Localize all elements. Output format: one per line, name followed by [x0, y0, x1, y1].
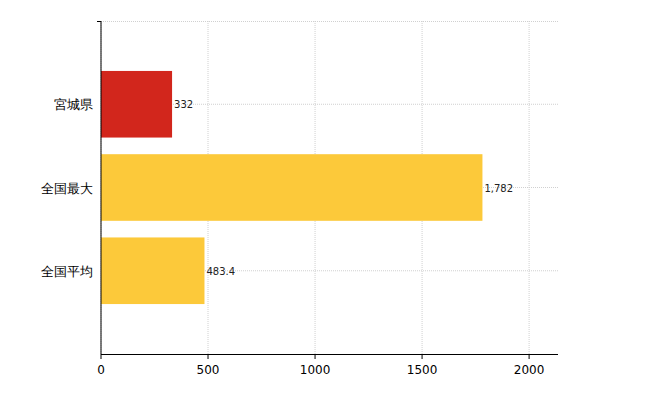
- x-gridline: [101, 21, 102, 354]
- data-label: 332: [174, 99, 193, 110]
- x-tick: [101, 354, 102, 359]
- grid: [101, 21, 558, 354]
- x-tick-label: 0: [97, 363, 105, 377]
- bars: [101, 71, 482, 304]
- x-axis-line: [101, 354, 558, 355]
- bar: [101, 154, 482, 221]
- category-label: 全国最大: [41, 181, 93, 196]
- x-tick-label: 1000: [300, 363, 331, 377]
- top-gridline: [101, 21, 558, 22]
- y-axis-line: [101, 21, 102, 354]
- y-axis-end-tick: [97, 21, 101, 22]
- x-tick-label: 1500: [407, 363, 438, 377]
- bar: [101, 237, 204, 304]
- chart: 332 1,782 483.4 0 500 1000 1500 2000 宮城県全国最大全国平均: [0, 0, 650, 400]
- category-label: 宮城県: [54, 97, 93, 112]
- category-label: 全国平均: [41, 264, 93, 279]
- x-tick: [208, 354, 209, 359]
- x-tick: [315, 354, 316, 359]
- x-tick: [529, 354, 530, 359]
- data-labels: 332 1,782 483.4: [174, 99, 513, 277]
- data-label: 1,782: [484, 183, 513, 194]
- x-tick-label: 2000: [514, 363, 545, 377]
- x-tick-label: 500: [197, 363, 220, 377]
- data-label: 483.4: [206, 266, 235, 277]
- chart-container: 332 1,782 483.4 0 500 1000 1500 2000 宮城県全国最大全国平均: [0, 0, 650, 400]
- x-tick: [422, 354, 423, 359]
- bar: [101, 71, 172, 138]
- axes: 0 500 1000 1500 2000 宮城県全国最大全国平均: [41, 21, 558, 377]
